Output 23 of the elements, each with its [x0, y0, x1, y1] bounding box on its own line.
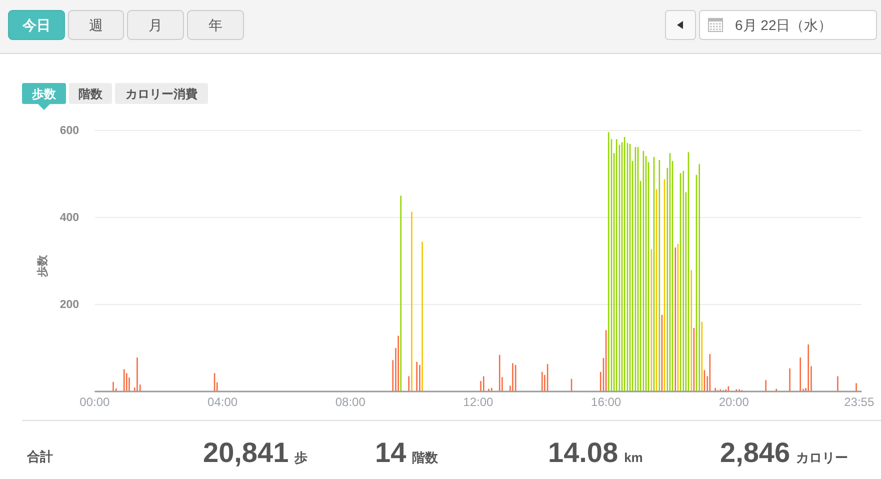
x-tick-label: 00:00 [80, 395, 110, 409]
y-axis-title: 歩数 [36, 254, 49, 278]
button: 今日 [8, 10, 65, 40]
text: 合計 [26, 449, 53, 464]
text: 20,841 歩 [203, 437, 308, 468]
text: 14 階数 [375, 437, 440, 468]
text: 2,846 カロリー [720, 437, 848, 468]
y-tick-label: 600 [60, 125, 79, 137]
y-tick-label: 200 [60, 299, 79, 311]
tab: 階数 [69, 83, 112, 104]
x-tick-label: 04:00 [208, 395, 238, 409]
button: 週 [68, 10, 124, 40]
text: 14.08 km [548, 437, 643, 468]
x-tick-label: 20:00 [718, 395, 750, 409]
x-tick-label: 23:55 [844, 395, 874, 409]
y-tick-label: 400 [60, 212, 79, 224]
x-tick-label: 08:00 [335, 395, 366, 409]
text: 6月 22日（水） [735, 17, 832, 33]
button: 月 [127, 10, 184, 40]
x-tick-label: 12:00 [463, 395, 494, 409]
tab: カロリー消費 [115, 83, 208, 104]
x-tick-label: 16:00 [591, 395, 622, 409]
button: 年 [187, 10, 244, 40]
